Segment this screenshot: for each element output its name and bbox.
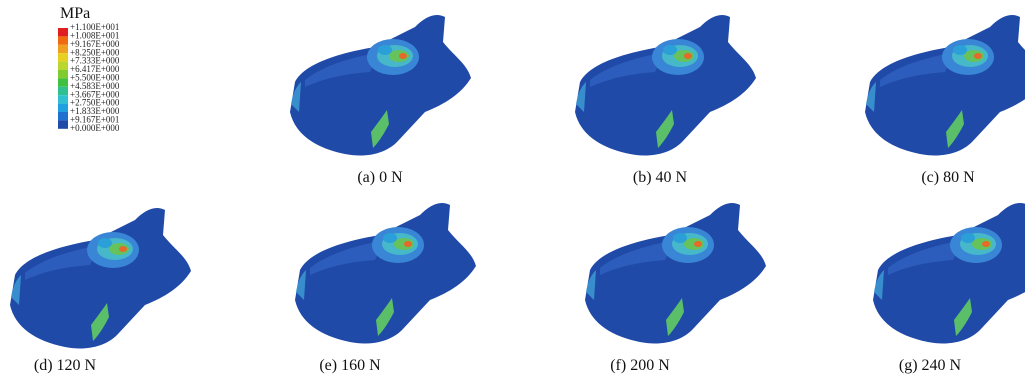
panel: (e) 160 N <box>295 203 476 374</box>
caption: (a) 0 N <box>357 169 403 186</box>
legend-swatch <box>58 104 68 112</box>
panel: (b) 40 N <box>575 15 756 186</box>
panel: (a) 0 N <box>290 15 471 186</box>
legend-scale: +1.100E+001+1.008E+001+9.167E+000+8.250E… <box>58 22 120 133</box>
legend-swatch <box>58 45 68 53</box>
panel: (g) 240 N <box>873 203 1025 374</box>
model-image <box>290 15 471 155</box>
legend-title: MPa <box>60 5 90 22</box>
legend-swatch <box>58 36 68 44</box>
caption: (e) 160 N <box>319 357 381 374</box>
model-image <box>575 15 756 155</box>
model-image <box>295 203 476 343</box>
model-image <box>10 208 191 348</box>
panel: (f) 200 N <box>585 203 766 374</box>
legend-swatch <box>58 120 68 128</box>
caption: (d) 120 N <box>34 357 97 374</box>
legend-swatch <box>58 70 68 78</box>
legend-swatch <box>58 95 68 103</box>
legend-label: +0.000E+000 <box>70 123 120 133</box>
legend-swatch <box>58 112 68 120</box>
model-image <box>873 203 1025 343</box>
caption: (c) 80 N <box>921 169 975 186</box>
model-image <box>865 15 1025 155</box>
legend-swatch <box>58 53 68 61</box>
legend: MPa +1.100E+001+1.008E+001+9.167E+000+8.… <box>58 5 120 133</box>
legend-swatch <box>58 28 68 36</box>
caption: (f) 200 N <box>610 357 670 374</box>
legend-swatch <box>58 87 68 95</box>
panel: (c) 80 N <box>865 15 1025 186</box>
legend-swatch <box>58 78 68 86</box>
figure: MPa +1.100E+001+1.008E+001+9.167E+000+8.… <box>0 0 1025 382</box>
model-image <box>585 203 766 343</box>
legend-swatch <box>58 62 68 70</box>
caption: (g) 240 N <box>899 357 962 374</box>
caption: (b) 40 N <box>633 169 688 186</box>
panel: (d) 120 N <box>10 208 191 374</box>
